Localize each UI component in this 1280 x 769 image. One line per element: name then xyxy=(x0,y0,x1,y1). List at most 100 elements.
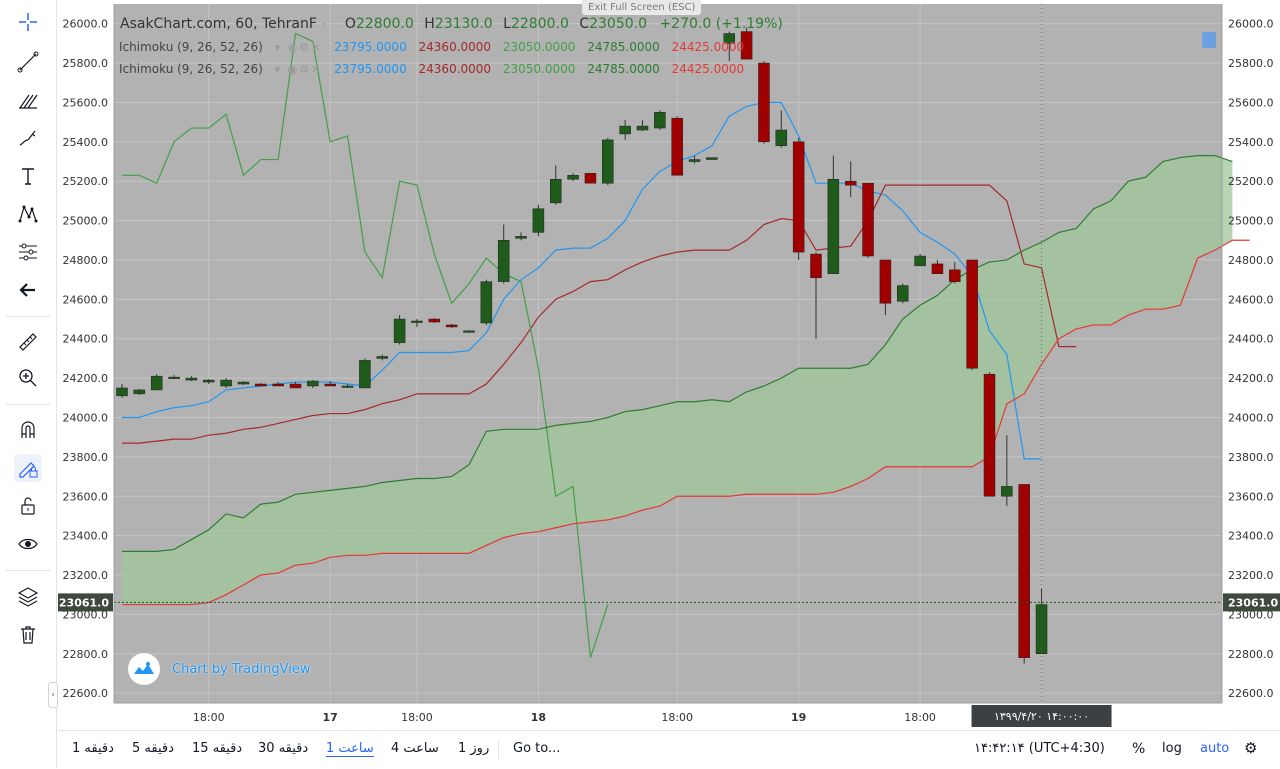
candle xyxy=(758,62,770,143)
unlock-icon[interactable] xyxy=(14,492,42,520)
indicator-controls-icon[interactable]: ▾ ◉⚙✕ xyxy=(274,41,323,54)
pattern-icon[interactable] xyxy=(14,200,42,228)
trend-line-icon[interactable] xyxy=(14,48,42,76)
indicator-legend-1[interactable]: Ichimoku (9, 26, 52, 26) ▾ ◉⚙✕ 23795.000… xyxy=(119,40,752,54)
candle xyxy=(862,182,874,257)
y-tick-label: 24200.0 xyxy=(63,372,109,385)
tradingview-watermark[interactable]: Chart by TradingView xyxy=(128,653,310,685)
candle xyxy=(897,285,909,302)
indicator-controls-icon[interactable]: ▾ ◉⚙✕ xyxy=(274,63,323,76)
x-tick-label: 19 xyxy=(791,711,806,724)
candle xyxy=(150,375,163,391)
candle xyxy=(185,377,198,381)
candle xyxy=(844,180,857,186)
x-tick-label: 18 xyxy=(531,711,546,724)
y-tick-label: 25800.0 xyxy=(63,57,109,70)
indicator-legend-2[interactable]: Ichimoku (9, 26, 52, 26) ▾ ◉⚙✕ 23795.000… xyxy=(119,62,752,76)
timeframe-4h[interactable]: 4 ساعت xyxy=(391,741,439,756)
y-tick-label: 25200.0 xyxy=(63,175,109,188)
timeframe-30m[interactable]: 30 دقیقه xyxy=(258,741,309,756)
magnet-icon[interactable] xyxy=(14,416,42,444)
gear-icon[interactable]: ⚙ xyxy=(1244,739,1258,757)
candle xyxy=(1001,486,1013,497)
goto-button[interactable]: Go to... xyxy=(513,741,561,756)
leading-span-b xyxy=(122,239,1250,606)
indicator-value: 24360.0000 xyxy=(418,62,492,76)
y-tick-label: 22800.0 xyxy=(1228,648,1274,661)
brush-icon[interactable] xyxy=(14,124,42,152)
y-tick-label: 23400.0 xyxy=(63,530,109,543)
layers-icon[interactable] xyxy=(14,582,42,610)
eye-icon[interactable] xyxy=(14,530,42,558)
pitchfork-icon[interactable] xyxy=(14,86,42,114)
text-icon[interactable] xyxy=(14,162,42,190)
candle xyxy=(428,318,441,323)
timeframe-1m[interactable]: 1 دقیقه xyxy=(72,741,114,756)
indicator-name: Ichimoku (9, 26, 52, 26) xyxy=(119,62,263,76)
percent-toggle[interactable]: % xyxy=(1132,741,1146,757)
scroll-to-realtime-button[interactable] xyxy=(1202,32,1216,48)
y-tick-label: 25600.0 xyxy=(1228,96,1274,109)
candle xyxy=(567,175,579,180)
chevron-down-icon[interactable]: ▾ xyxy=(321,20,327,31)
ohlc-low: 22800.0 xyxy=(510,16,569,32)
y-tick-label: 24800.0 xyxy=(63,254,109,267)
leading-span-a xyxy=(122,155,1233,552)
y-tick-label: 23600.0 xyxy=(1228,490,1274,503)
back-arrow-icon[interactable] xyxy=(14,276,42,304)
zoom-in-icon[interactable] xyxy=(14,364,42,392)
x-tick-label: 18:00 xyxy=(661,711,693,724)
watermark-text: Chart by TradingView xyxy=(172,661,311,677)
indicator-value: 23795.0000 xyxy=(334,40,407,54)
crosshair-time-label: ۱۳۹۹/۴/۲۰ ۱۴:۰۰:۰۰ xyxy=(994,710,1089,723)
y-tick-label: 24000.0 xyxy=(1228,411,1274,424)
y-tick-label: 24400.0 xyxy=(63,333,109,346)
y-tick-label: 26000.0 xyxy=(1228,18,1274,31)
y-tick-label: 25800.0 xyxy=(1228,57,1274,70)
timeframe-1h[interactable]: 1 ساعت xyxy=(326,741,374,757)
prediction-icon[interactable] xyxy=(14,238,42,266)
y-tick-label: 23600.0 xyxy=(63,490,109,503)
candle xyxy=(688,159,701,162)
ohlc-close: 23050.0 xyxy=(589,16,647,32)
indicator-value: 24785.0000 xyxy=(587,62,660,76)
indicator-value: 24425.0000 xyxy=(671,62,745,76)
y-tick-label: 22600.0 xyxy=(1228,687,1274,700)
candle xyxy=(411,320,423,323)
lock-drawing-icon[interactable] xyxy=(14,454,42,482)
crosshair-time-box xyxy=(971,705,1112,727)
ruler-icon[interactable] xyxy=(14,328,42,356)
exit-fullscreen-button[interactable]: Exit Full Screen (ESC) xyxy=(582,0,702,15)
log-toggle[interactable]: log xyxy=(1162,741,1182,756)
y-tick-label: 24600.0 xyxy=(63,293,109,306)
candle xyxy=(341,385,354,388)
indicator-value: 23050.0000 xyxy=(502,40,576,54)
crosshair-icon[interactable] xyxy=(14,8,42,36)
ohlc-low-label: L xyxy=(503,16,511,32)
candle xyxy=(1018,484,1030,658)
tradingview-logo-icon xyxy=(128,653,160,685)
candle xyxy=(168,376,180,379)
candle xyxy=(654,112,666,129)
timeframe-1d[interactable]: 1 روز xyxy=(458,741,490,756)
x-tick-label: 17 xyxy=(323,711,338,724)
ohlc-high: 23130.0 xyxy=(434,16,493,32)
chart-area[interactable]: 22600.0 22600.0 22800.0 22800.0 23000.0 23000… xyxy=(58,0,1280,730)
candle xyxy=(550,178,562,204)
y-tick-label: 24000.0 xyxy=(63,411,109,424)
y-tick-label: 24200.0 xyxy=(1228,372,1274,385)
chart-canvas[interactable]: 22600.0 22600.0 22800.0 22800.0 23000.0 23000… xyxy=(58,0,1280,730)
trash-icon[interactable] xyxy=(14,620,42,648)
drawing-toolbar: ‹ xyxy=(0,0,58,768)
y-tick-label: 22600.0 xyxy=(63,687,109,700)
plot-area xyxy=(114,4,1222,703)
auto-toggle[interactable]: auto xyxy=(1200,741,1230,756)
indicator-value: 24785.0000 xyxy=(587,40,660,54)
timeframe-15m[interactable]: 15 دقیقه xyxy=(192,741,243,756)
candle xyxy=(1035,604,1048,655)
candle xyxy=(949,269,961,282)
timeframe-5m[interactable]: 5 دقیقه xyxy=(132,741,174,756)
candle xyxy=(324,383,336,387)
toolbar-collapse-handle[interactable]: ‹ xyxy=(48,682,58,708)
y-tick-label: 26000.0 xyxy=(63,18,109,31)
